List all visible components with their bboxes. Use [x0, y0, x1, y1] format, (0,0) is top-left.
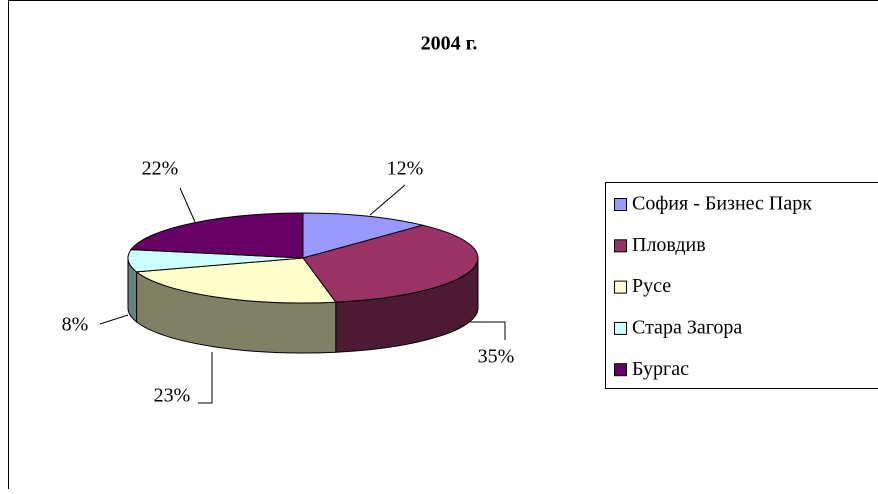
legend-label: Бургас: [632, 358, 689, 380]
data-label: 22%: [142, 158, 179, 180]
data-label: 35%: [478, 346, 515, 368]
chart-title: 2004 г.: [421, 33, 478, 55]
legend-swatch: [615, 240, 627, 252]
legend-label: Стара Загора: [632, 316, 742, 338]
legend-label: Русе: [632, 275, 671, 297]
legend-swatch: [615, 322, 627, 334]
legend-swatch: [615, 281, 627, 293]
legend-swatch: [615, 199, 627, 211]
data-label: 23%: [154, 385, 191, 407]
legend-label: София - Бизнес Парк: [632, 193, 812, 215]
data-label: 12%: [387, 158, 424, 180]
legend-label: Пловдив: [632, 234, 706, 256]
data-label: 8%: [62, 314, 89, 336]
legend-swatch: [615, 364, 627, 376]
